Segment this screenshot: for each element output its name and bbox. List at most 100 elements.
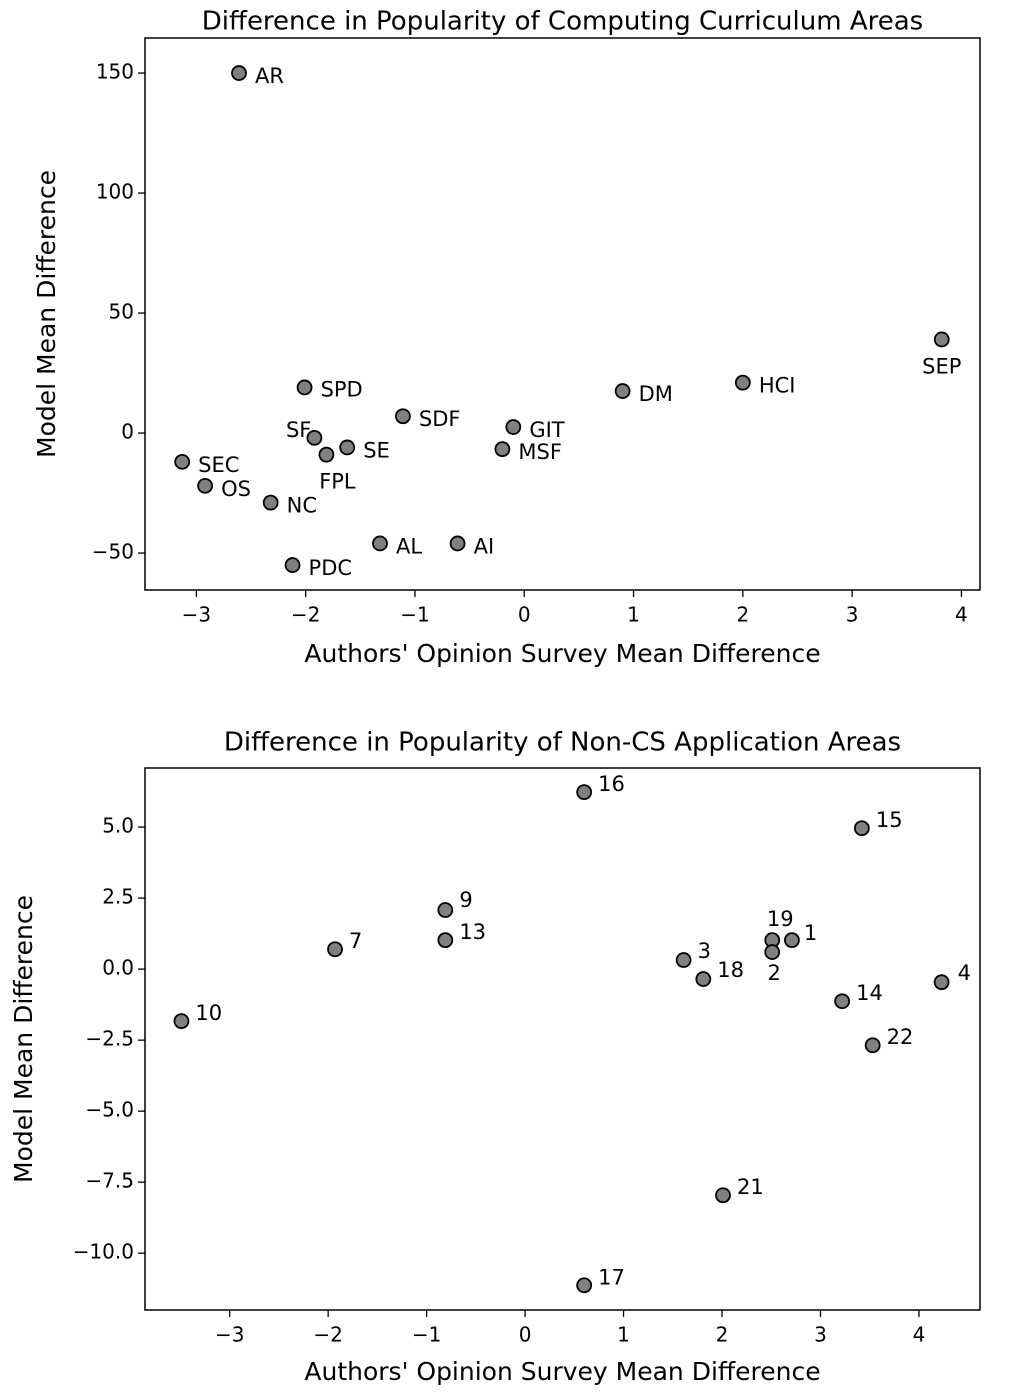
point-label: 18 (717, 958, 744, 982)
x-tick-label: 3 (814, 1323, 827, 1347)
x-tick-label: −3 (182, 603, 211, 627)
point (675, 952, 692, 968)
chart-title: Difference in Popularity of Non-CS Appli… (224, 728, 901, 758)
point (231, 65, 247, 81)
y-tick-label: −2.5 (85, 1027, 134, 1051)
x-axis-label: Authors' Opinion Survey Mean Difference (304, 1357, 820, 1386)
point-label: SF (286, 418, 311, 442)
point (284, 557, 301, 573)
point-label: 3 (698, 939, 711, 963)
y-tick-label: 5.0 (102, 814, 134, 838)
x-tick-label: 4 (913, 1323, 926, 1347)
point (296, 379, 313, 396)
plot-frame (144, 37, 981, 591)
point-label: 1 (804, 921, 817, 945)
point-label: 13 (459, 920, 486, 944)
y-tick-label: 0 (121, 420, 134, 444)
x-tick-label: 1 (617, 1323, 630, 1347)
point-label: MSF (518, 440, 562, 464)
point (695, 971, 712, 987)
point (327, 941, 343, 958)
point-label: DM (639, 382, 673, 406)
y-tick-label: −10.0 (73, 1240, 134, 1264)
point (505, 419, 522, 435)
point (449, 535, 466, 552)
point-label: 16 (598, 772, 625, 796)
point (174, 453, 191, 470)
point-label: AL (396, 534, 422, 558)
x-tick-label: 1 (627, 603, 640, 627)
point (715, 1187, 731, 1204)
x-axis-label: Authors' Opinion Survey Mean Difference (304, 639, 820, 668)
point (614, 383, 631, 399)
y-tick-label: 150 (96, 60, 134, 84)
point-label: AI (474, 534, 495, 558)
y-tick-label: −50 (92, 540, 134, 564)
x-tick-label: 0 (519, 1323, 532, 1347)
x-tick-label: −3 (215, 1323, 244, 1347)
x-tick-label: 0 (518, 603, 531, 627)
point-label: 4 (958, 961, 971, 985)
x-tick-label: −2 (291, 603, 320, 627)
y-tick-label: 100 (96, 180, 134, 204)
point (339, 439, 356, 456)
point (197, 477, 214, 494)
point (784, 932, 800, 949)
x-tick-label: 2 (716, 1323, 729, 1347)
point (306, 429, 323, 446)
point-label: 2 (768, 961, 781, 985)
y-axis-label: Model Mean Difference (9, 895, 38, 1183)
point-label: SE (363, 438, 390, 462)
point-label: GIT (529, 418, 564, 442)
y-tick-label: −5.0 (85, 1098, 134, 1122)
x-tick-label: −2 (313, 1323, 342, 1347)
point-label: OS (221, 477, 251, 501)
point-label: HCI (759, 374, 796, 398)
y-tick-label: −7.5 (85, 1169, 134, 1193)
point-label: 21 (737, 1175, 764, 1199)
point-label: NC (287, 494, 317, 518)
y-tick-label: 50 (109, 300, 134, 324)
point (494, 441, 511, 458)
point (576, 784, 593, 801)
point-label: SPD (321, 377, 363, 401)
point-label: 15 (876, 808, 903, 832)
x-tick-label: −1 (400, 603, 429, 627)
plot-frame (144, 767, 981, 1311)
x-tick-label: 2 (736, 603, 749, 627)
x-tick-label: 4 (955, 603, 968, 627)
point-label: SEP (922, 354, 961, 378)
point (372, 535, 388, 552)
point (262, 494, 279, 511)
point (576, 1277, 593, 1294)
point-label: 19 (767, 907, 794, 931)
point (734, 374, 751, 391)
y-tick-label: 0.0 (102, 956, 134, 980)
point-label: FPL (319, 470, 356, 494)
point-label: 9 (459, 888, 472, 912)
point (933, 331, 950, 348)
x-tick-label: −1 (412, 1323, 441, 1347)
point (864, 1037, 881, 1054)
chart-title: Difference in Popularity of Computing Cu… (202, 7, 923, 37)
point (437, 902, 454, 918)
y-tick-label: 2.5 (102, 885, 134, 909)
point (853, 820, 870, 837)
point (395, 408, 411, 425)
point (834, 993, 851, 1010)
point-label: 22 (887, 1025, 914, 1049)
point-label: SDF (419, 407, 461, 431)
point-label: SEC (198, 453, 239, 477)
y-axis-label: Model Mean Difference (32, 170, 61, 458)
point (173, 1013, 190, 1030)
point-label: AR (255, 64, 284, 88)
point (933, 974, 950, 991)
point (318, 446, 335, 463)
point-label: 7 (349, 929, 362, 953)
point (764, 944, 781, 960)
point-label: 14 (856, 981, 883, 1005)
point-label: 17 (598, 1265, 625, 1289)
x-tick-label: 3 (846, 603, 859, 627)
point-label: 10 (195, 1001, 222, 1025)
